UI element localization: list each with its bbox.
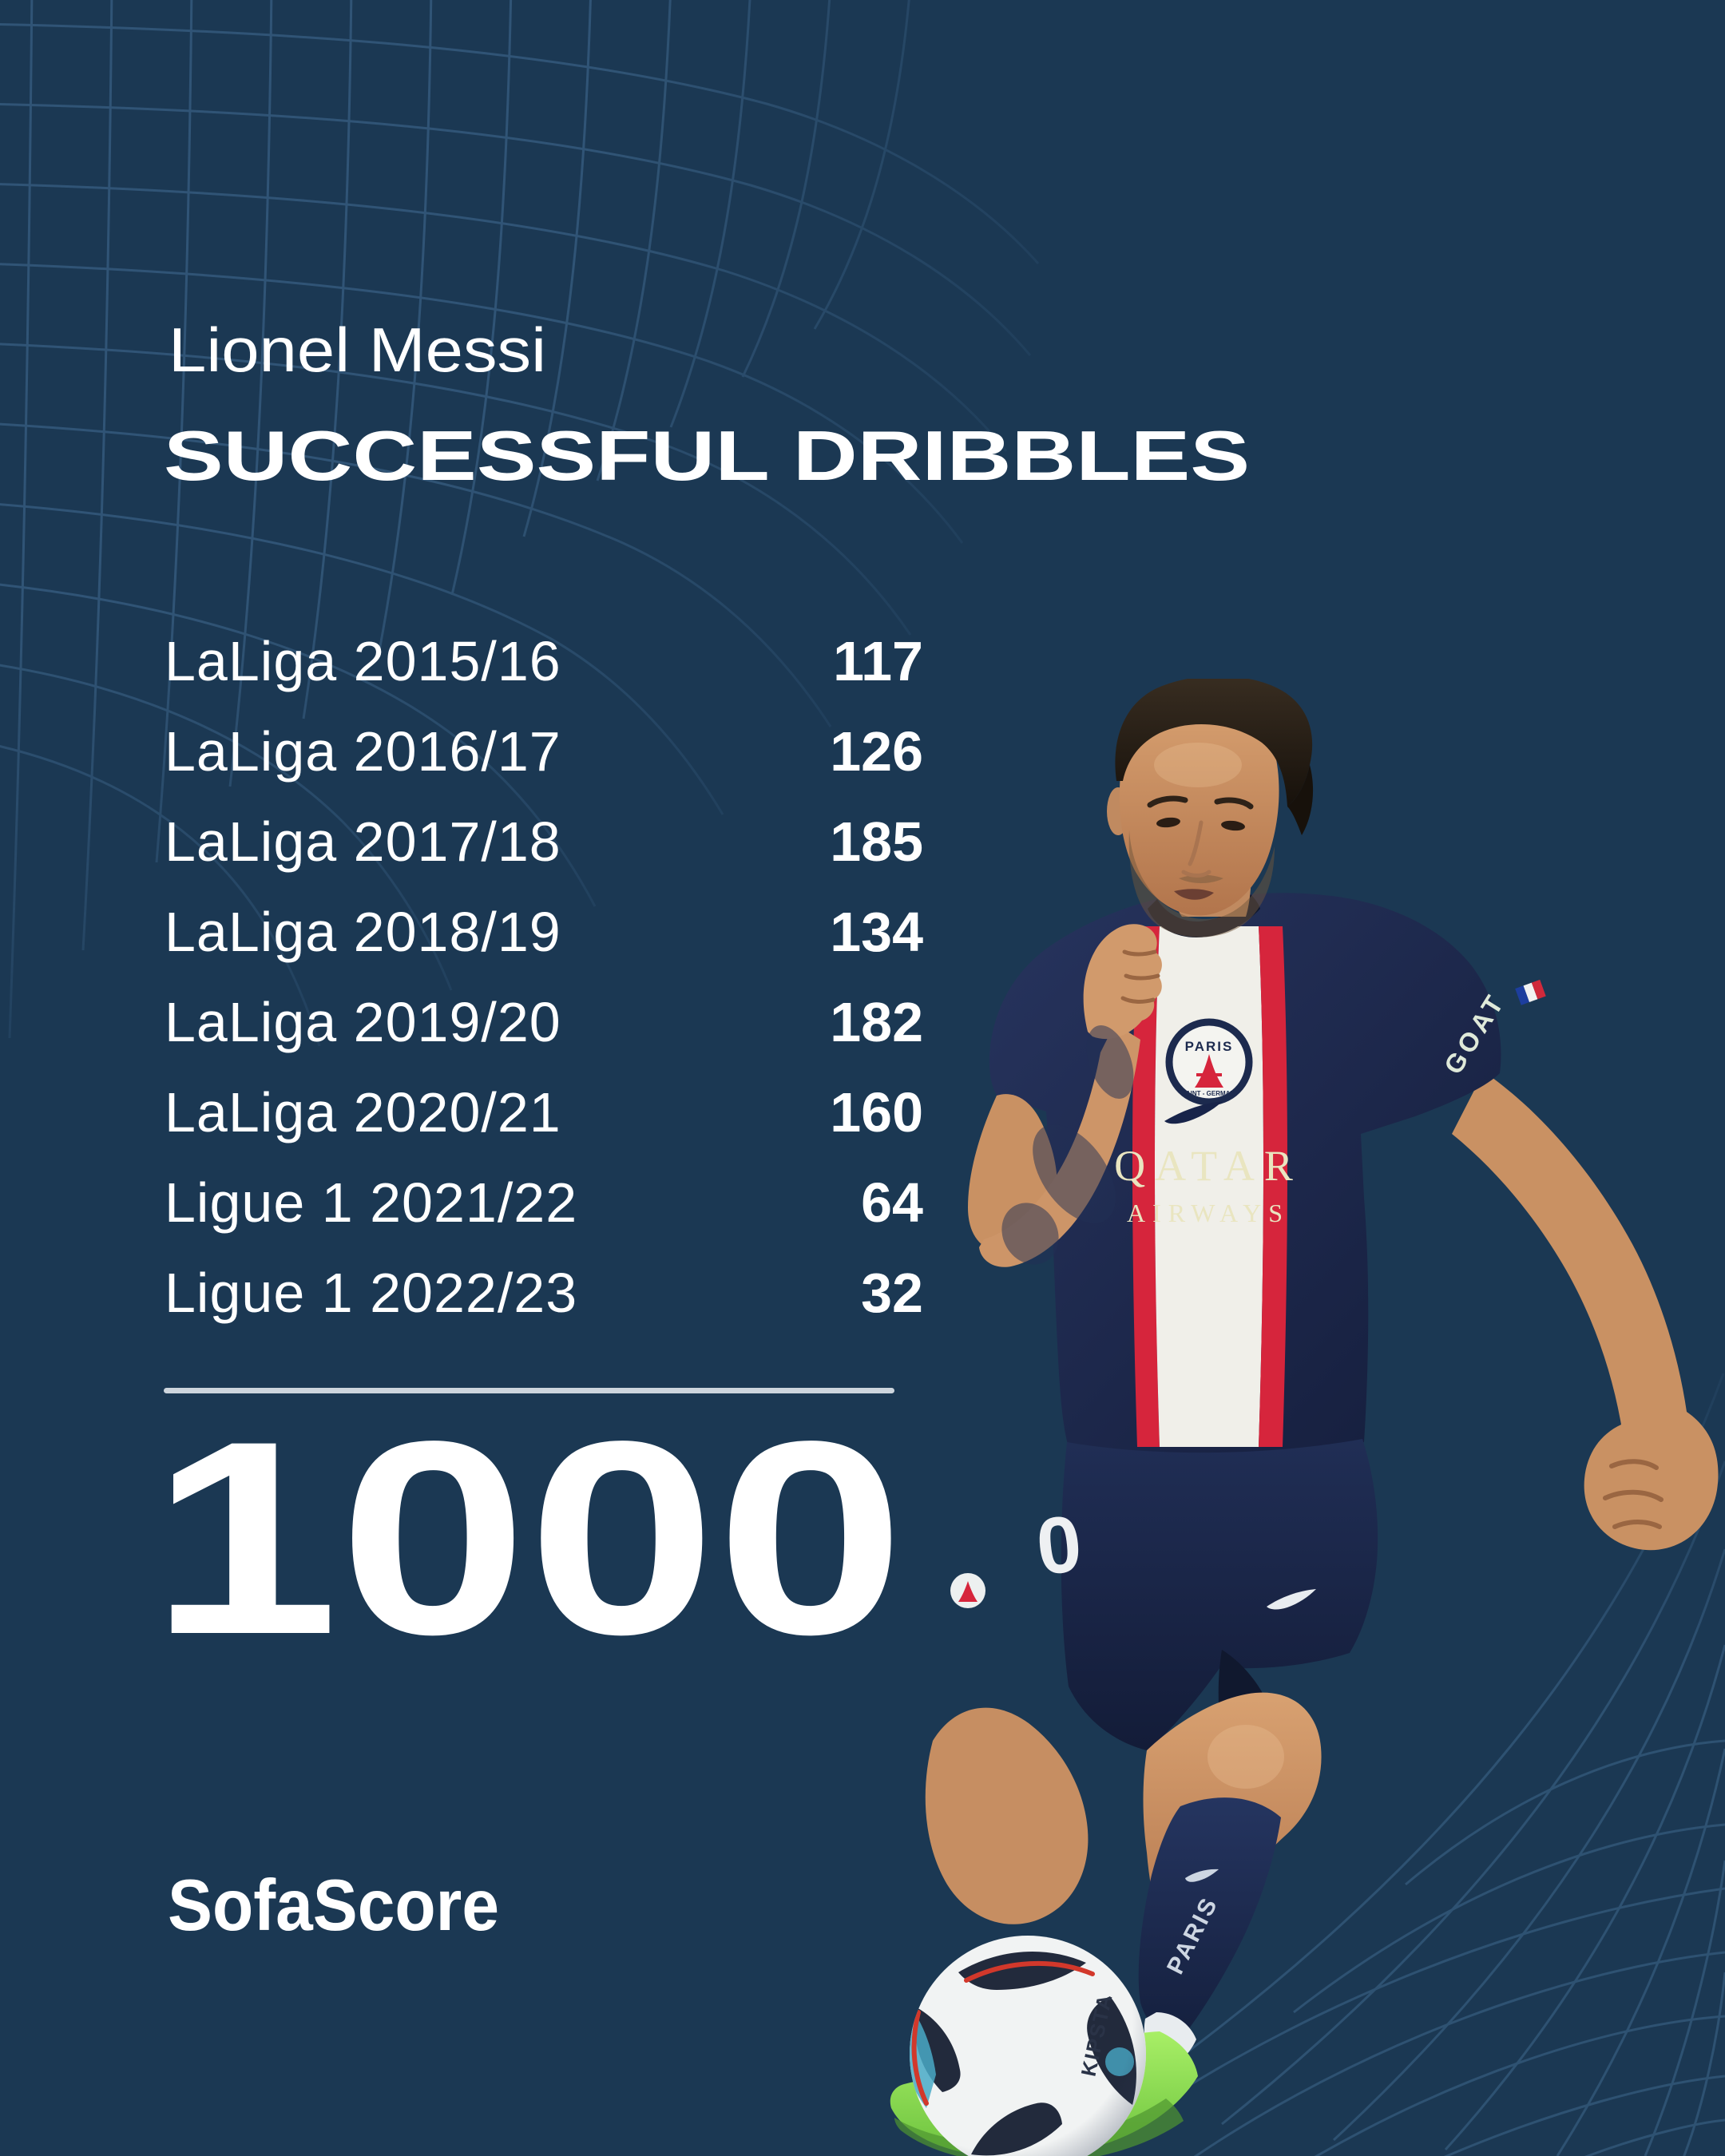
stat-label: LaLiga 2018/19	[165, 900, 561, 963]
sofascore-logo: SofaScore	[168, 1865, 499, 1946]
crest-club-label: SAINT - GERMAIN	[1182, 1090, 1237, 1097]
stat-row: Ligue 1 2021/22 64	[165, 1157, 923, 1247]
jersey-sponsor-line1: QATAR	[1114, 1142, 1303, 1190]
beard-stubble	[1128, 830, 1275, 937]
stat-row: Ligue 1 2022/23 32	[165, 1247, 923, 1338]
total-value: 1000	[150, 1385, 905, 1692]
player-hair	[1115, 679, 1313, 807]
stat-label: LaLiga 2015/16	[165, 629, 561, 692]
tattoo-sleeve	[1001, 1025, 1134, 1265]
crest-city-label: PARIS	[1185, 1039, 1234, 1054]
jersey-red-stripe-left	[1132, 926, 1160, 1447]
background-grid-bottom-right	[1081, 1373, 1725, 2156]
french-flag-icon	[1515, 979, 1546, 1005]
player-sock	[1138, 1797, 1281, 2044]
jersey-sponsor-line2: AIRWAYS	[1127, 1199, 1290, 1227]
stat-label: Ligue 1 2021/22	[165, 1171, 578, 1234]
stat-row: LaLiga 2020/21 160	[165, 1067, 923, 1157]
psg-crest-icon: PARIS SAINT - GERMAIN	[1165, 1018, 1253, 1106]
stat-row: LaLiga 2018/19 134	[165, 886, 923, 977]
stat-label: LaLiga 2017/18	[165, 810, 561, 873]
divider-line	[164, 1388, 894, 1393]
player-left-arm	[968, 924, 1162, 1267]
stat-label: Ligue 1 2022/23	[165, 1261, 578, 1324]
stat-value: 32	[861, 1261, 923, 1324]
player-photo-illustration: PARIS SAINT - GERMAIN QATAR AIRWAYS GOAT	[890, 679, 1719, 2156]
football-icon: KIPSTA	[910, 1936, 1146, 2156]
stat-value: 182	[830, 990, 923, 1053]
shorts-swoosh-icon	[1267, 1589, 1316, 1610]
stat-value: 185	[830, 810, 923, 873]
nike-swoosh-icon	[1164, 1101, 1223, 1124]
player-shorts: 0	[950, 1439, 1378, 1750]
stat-value: 134	[830, 900, 923, 963]
jersey-red-stripe-right	[1259, 926, 1287, 1447]
stat-value: 117	[833, 629, 923, 692]
stat-label: LaLiga 2020/21	[165, 1080, 561, 1143]
stat-row: LaLiga 2019/20 182	[165, 977, 923, 1067]
stat-value: 160	[830, 1080, 923, 1143]
shorts-number: 0	[1033, 1499, 1086, 1592]
stat-row: LaLiga 2016/17 126	[165, 706, 923, 796]
stat-row: LaLiga 2017/18 185	[165, 796, 923, 886]
stat-value: 64	[861, 1171, 923, 1234]
player-right-arm	[1452, 1072, 1719, 1551]
background-grid-top-left	[0, 0, 1040, 1047]
player-face	[1119, 692, 1279, 916]
sock-swoosh-icon	[1185, 1869, 1219, 1882]
stat-label: LaLiga 2016/17	[165, 719, 561, 783]
stat-value: 126	[830, 719, 923, 783]
player-head	[1107, 679, 1314, 937]
stat-row: LaLiga 2015/16 117	[165, 616, 923, 706]
stat-label: LaLiga 2019/20	[165, 990, 561, 1053]
stats-list: LaLiga 2015/16 117 LaLiga 2016/17 126 La…	[165, 616, 923, 1338]
